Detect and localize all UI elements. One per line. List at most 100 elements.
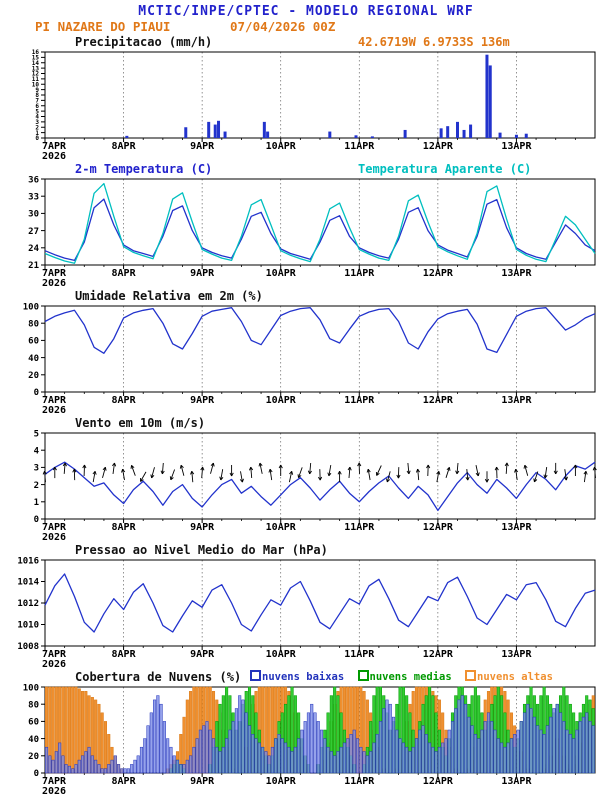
svg-text:12APR: 12APR (423, 395, 454, 406)
legend-nuvens-altas: nuvens altas (465, 671, 553, 683)
svg-text:1: 1 (34, 498, 39, 508)
cloud-title-row: Cobertura de Nuvens (%) nuvens baixas nu… (0, 669, 612, 684)
svg-text:2026: 2026 (42, 151, 66, 161)
temperature-title-row: 2-m Temperatura (C) Temperatura Aparente… (0, 161, 612, 176)
legend-label-medias: nuvens medias (370, 671, 452, 683)
svg-text:8APR: 8APR (112, 522, 137, 533)
legend-swatch-baixas-icon (250, 670, 261, 681)
svg-text:10APR: 10APR (266, 395, 297, 406)
svg-text:9APR: 9APR (190, 268, 215, 279)
svg-text:13APR: 13APR (501, 268, 532, 279)
svg-text:12APR: 12APR (423, 649, 454, 660)
panel-precipitation: Precipitacao (mm/h) 42.6719W 6.9733S 136… (0, 34, 612, 161)
svg-text:11APR: 11APR (344, 141, 375, 152)
svg-text:11APR: 11APR (344, 776, 375, 787)
svg-text:60: 60 (28, 718, 39, 728)
svg-text:2026: 2026 (42, 786, 66, 796)
pressure-title: Pressao ao Nivel Medio do Mar (hPa) (75, 543, 328, 557)
svg-text:40: 40 (28, 354, 39, 364)
apparent-temperature-label: Temperatura Aparente (C) (358, 162, 531, 176)
wind-title-row: Vento em 10m (m/s) (0, 415, 612, 430)
svg-text:8APR: 8APR (112, 776, 137, 787)
svg-text:1010: 1010 (17, 621, 39, 631)
svg-text:33: 33 (28, 192, 39, 202)
svg-text:10APR: 10APR (266, 522, 297, 533)
wind-title: Vento em 10m (m/s) (75, 416, 205, 430)
legend-swatch-medias-icon (358, 670, 369, 681)
svg-text:12APR: 12APR (423, 776, 454, 787)
svg-text:1016: 1016 (17, 557, 39, 566)
svg-text:3: 3 (34, 464, 39, 474)
legend-nuvens-medias: nuvens medias (358, 671, 452, 683)
svg-text:80: 80 (28, 319, 39, 329)
humidity-title-row: Umidade Relativa em 2m (%) (0, 288, 612, 303)
svg-text:10APR: 10APR (266, 268, 297, 279)
panel-cloud-cover: Cobertura de Nuvens (%) nuvens baixas nu… (0, 669, 612, 796)
run-datetime: 07/04/2026 00Z (230, 19, 335, 34)
station-coordinates: 42.6719W 6.9733S 136m (358, 35, 510, 49)
legend-label-baixas: nuvens baixas (262, 671, 344, 683)
panel-pressure: Pressao ao Nivel Medio do Mar (hPa) 1008… (0, 542, 612, 669)
svg-text:2026: 2026 (42, 532, 66, 542)
svg-text:100: 100 (23, 303, 39, 312)
humidity-title: Umidade Relativa em 2m (%) (75, 289, 263, 303)
svg-text:12APR: 12APR (423, 522, 454, 533)
svg-text:8APR: 8APR (112, 395, 137, 406)
svg-text:0: 0 (34, 388, 39, 398)
svg-text:13APR: 13APR (501, 141, 532, 152)
svg-text:4: 4 (34, 446, 40, 456)
svg-text:21: 21 (28, 261, 39, 271)
svg-text:1008: 1008 (17, 642, 39, 652)
precipitation-title: Precipitacao (mm/h) (75, 35, 212, 49)
svg-text:24: 24 (28, 244, 39, 254)
svg-text:16: 16 (32, 49, 40, 56)
svg-text:2: 2 (34, 481, 39, 491)
svg-text:30: 30 (28, 210, 39, 220)
svg-text:13APR: 13APR (501, 776, 532, 787)
svg-text:11APR: 11APR (344, 268, 375, 279)
svg-text:13APR: 13APR (501, 395, 532, 406)
svg-text:0: 0 (34, 515, 39, 525)
legend-swatch-altas-icon (465, 670, 476, 681)
svg-text:9APR: 9APR (190, 776, 215, 787)
svg-text:10APR: 10APR (266, 141, 297, 152)
cloud-legend: nuvens baixas nuvens medias nuvens altas (250, 670, 560, 683)
pressure-title-row: Pressao ao Nivel Medio do Mar (hPa) (0, 542, 612, 557)
svg-text:100: 100 (23, 684, 39, 693)
precipitation-title-row: Precipitacao (mm/h) 42.6719W 6.9733S 136… (0, 34, 612, 49)
header-station-row: PI NAZARE DO PIAUI 07/04/2026 00Z (0, 19, 612, 34)
svg-text:20: 20 (28, 752, 39, 762)
svg-text:20: 20 (28, 371, 39, 381)
svg-text:2026: 2026 (42, 405, 66, 415)
svg-text:1012: 1012 (17, 599, 39, 609)
svg-text:40: 40 (28, 735, 39, 745)
svg-text:8APR: 8APR (112, 141, 137, 152)
svg-text:9APR: 9APR (190, 141, 215, 152)
svg-text:60: 60 (28, 337, 39, 347)
svg-text:8APR: 8APR (112, 268, 137, 279)
svg-text:10APR: 10APR (266, 776, 297, 787)
legend-label-altas: nuvens altas (477, 671, 553, 683)
temperature-title: 2-m Temperatura (C) (75, 162, 212, 176)
panel-temperature: 2-m Temperatura (C) Temperatura Aparente… (0, 161, 612, 288)
svg-text:11APR: 11APR (344, 649, 375, 660)
svg-text:0: 0 (34, 769, 39, 779)
svg-text:11APR: 11APR (344, 522, 375, 533)
svg-text:27: 27 (28, 227, 39, 237)
svg-text:2026: 2026 (42, 659, 66, 669)
legend-nuvens-baixas: nuvens baixas (250, 671, 344, 683)
svg-text:13APR: 13APR (501, 649, 532, 660)
svg-text:9APR: 9APR (190, 522, 215, 533)
svg-text:10APR: 10APR (266, 649, 297, 660)
model-title: MCTIC/INPE/CPTEC - MODELO REGIONAL WRF (0, 0, 612, 19)
svg-text:9APR: 9APR (190, 395, 215, 406)
